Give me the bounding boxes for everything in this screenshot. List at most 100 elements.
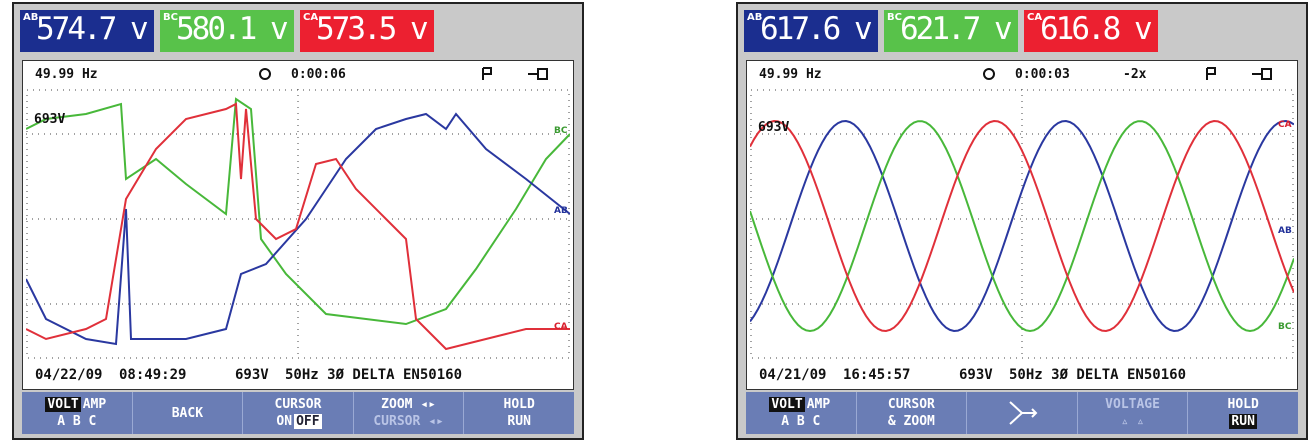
softkey[interactable]: CURSOR ON OFF bbox=[242, 392, 353, 434]
waveform bbox=[26, 97, 570, 326]
softkey-label: CURSOR bbox=[274, 397, 322, 412]
reading-value: 573.5 v bbox=[316, 11, 429, 47]
softkey-icon bbox=[1009, 401, 1038, 425]
softkey-bar: VOLT AMP A B C BACK CURSOR ON OFF ZOOM ◂▸ CURSOR… bbox=[22, 392, 574, 434]
softkey-label: ▵ ▵ bbox=[1120, 414, 1145, 429]
softkey[interactable]: VOLTAGE ▵ ▵ bbox=[1076, 392, 1188, 434]
footer-config: 50Hz 3Ø DELTA EN50160 bbox=[285, 367, 463, 383]
reading-tag: AB bbox=[747, 12, 763, 23]
trace-label: CA bbox=[554, 322, 568, 332]
footer-date: 04/22/09 bbox=[35, 367, 103, 383]
plug-icon bbox=[482, 67, 492, 80]
softkey-label: A B C bbox=[781, 414, 821, 429]
softkey-label: AMP bbox=[82, 397, 107, 412]
status-icons bbox=[983, 67, 1272, 80]
softkey-label: HOLD bbox=[503, 397, 535, 412]
waveform bbox=[750, 119, 1294, 333]
softkey-line: HOLD bbox=[502, 396, 537, 413]
softkey[interactable] bbox=[966, 392, 1077, 434]
softkey-label: CURSOR bbox=[887, 397, 935, 412]
softkey[interactable]: HOLD RUN bbox=[463, 392, 574, 434]
zoom: -2x bbox=[1123, 67, 1147, 82]
softkey-label: ZOOM ◂▸ bbox=[381, 397, 436, 412]
reading-value: 617.6 v bbox=[760, 11, 873, 47]
softkey-label: RUN bbox=[1229, 414, 1257, 429]
analyzer-panel: AB 574.7 v BC 580.1 v CA 573.5 v 49.99 Hz 0:00:… bbox=[12, 2, 584, 440]
softkey-label: A B C bbox=[57, 414, 97, 429]
clock-icon bbox=[259, 68, 271, 80]
softkey[interactable]: VOLT AMP A B C bbox=[22, 392, 132, 434]
softkey-line: & ZOOM bbox=[886, 413, 937, 430]
softkey-line: BACK bbox=[170, 405, 205, 422]
scale-label: 693V bbox=[34, 112, 65, 127]
reading: AB 617.6 v bbox=[744, 10, 878, 52]
battery-icon bbox=[1252, 68, 1272, 80]
softkey-bar: VOLT AMP A B C CURSOR & ZOOM VOLTAGE ▵ ▵ HOLD RU… bbox=[746, 392, 1298, 434]
reading-tag: BC bbox=[163, 12, 178, 23]
footer-range: 693V bbox=[959, 367, 993, 383]
waveform-plot: 693V CA AB BC bbox=[750, 89, 1294, 359]
trace-label: AB bbox=[554, 206, 568, 216]
softkey-label: VOLTAGE bbox=[1105, 397, 1160, 412]
reading: AB 574.7 v bbox=[20, 10, 154, 52]
softkey-line: ON OFF bbox=[274, 413, 322, 430]
waveform bbox=[26, 112, 570, 346]
softkey-line: VOLT AMP bbox=[45, 396, 108, 413]
reading: BC 621.7 v bbox=[884, 10, 1018, 52]
softkey-label: & ZOOM bbox=[887, 414, 935, 429]
reading-value: 616.8 v bbox=[1040, 11, 1153, 47]
scale-label: 693V bbox=[758, 120, 789, 135]
softkey-label: ON bbox=[276, 414, 293, 429]
screen: 49.99 Hz 0:00:03 -2x 693V CA AB BC 04/21/09 16:4… bbox=[746, 60, 1298, 390]
footer-date: 04/21/09 bbox=[759, 367, 827, 383]
plug-icon bbox=[1206, 67, 1216, 80]
reading-tag: CA bbox=[303, 12, 319, 23]
trace-label: BC bbox=[1278, 322, 1292, 332]
softkey-line: ▵ ▵ bbox=[1119, 413, 1146, 430]
softkey-line: RUN bbox=[505, 413, 532, 430]
reading: BC 580.1 v bbox=[160, 10, 294, 52]
softkey-label: VOLT bbox=[769, 397, 805, 412]
softkey-label: AMP bbox=[806, 397, 831, 412]
softkey[interactable]: VOLT AMP A B C bbox=[746, 392, 856, 434]
softkey-line: VOLT AMP bbox=[769, 396, 832, 413]
softkey-line: CURSOR bbox=[273, 396, 324, 413]
softkey-line: CURSOR ◂▸ bbox=[371, 413, 445, 430]
footer-range: 693V bbox=[235, 367, 269, 383]
battery-icon bbox=[528, 68, 548, 80]
softkey[interactable]: BACK bbox=[131, 392, 243, 434]
reading-tag: BC bbox=[887, 12, 902, 23]
softkey[interactable]: HOLD RUN bbox=[1187, 392, 1298, 434]
softkey-label: OFF bbox=[294, 414, 322, 429]
reading-tag: CA bbox=[1027, 12, 1043, 23]
softkey-label: HOLD bbox=[1227, 397, 1259, 412]
frequency: 49.99 Hz bbox=[35, 67, 98, 82]
reading: CA 573.5 v bbox=[300, 10, 434, 52]
timer: 0:00:03 bbox=[1015, 67, 1070, 82]
waveform-plot: 693V BC AB CA bbox=[26, 89, 570, 359]
softkey-label: BACK bbox=[171, 405, 204, 421]
footer-time: 16:45:57 bbox=[843, 367, 911, 383]
status-icons bbox=[259, 67, 548, 80]
softkey-line: A B C bbox=[55, 413, 98, 430]
footer-time: 08:49:29 bbox=[119, 367, 187, 383]
screen: 49.99 Hz 0:00:06 693V BC AB CA 04/22/09 08:49:2… bbox=[22, 60, 574, 390]
trace-label: CA bbox=[1278, 120, 1292, 130]
softkey-line: RUN bbox=[1229, 413, 1257, 430]
waveform bbox=[750, 119, 1294, 333]
softkey-label: VOLT bbox=[45, 397, 81, 412]
reading: CA 616.8 v bbox=[1024, 10, 1158, 52]
reading-value: 621.7 v bbox=[900, 11, 1013, 47]
softkey-line: CURSOR bbox=[886, 396, 937, 413]
rotation-icon bbox=[1009, 401, 1038, 425]
softkey-label: RUN bbox=[507, 414, 531, 429]
waveform bbox=[750, 120, 1294, 333]
softkey[interactable]: ZOOM ◂▸ CURSOR ◂▸ bbox=[352, 392, 464, 434]
trace-label: BC bbox=[554, 126, 568, 136]
softkey-line: A B C bbox=[779, 413, 822, 430]
softkey-label: CURSOR ◂▸ bbox=[373, 414, 444, 429]
reading-tag: AB bbox=[23, 12, 39, 23]
softkey[interactable]: CURSOR & ZOOM bbox=[855, 392, 967, 434]
timer: 0:00:06 bbox=[291, 67, 346, 82]
